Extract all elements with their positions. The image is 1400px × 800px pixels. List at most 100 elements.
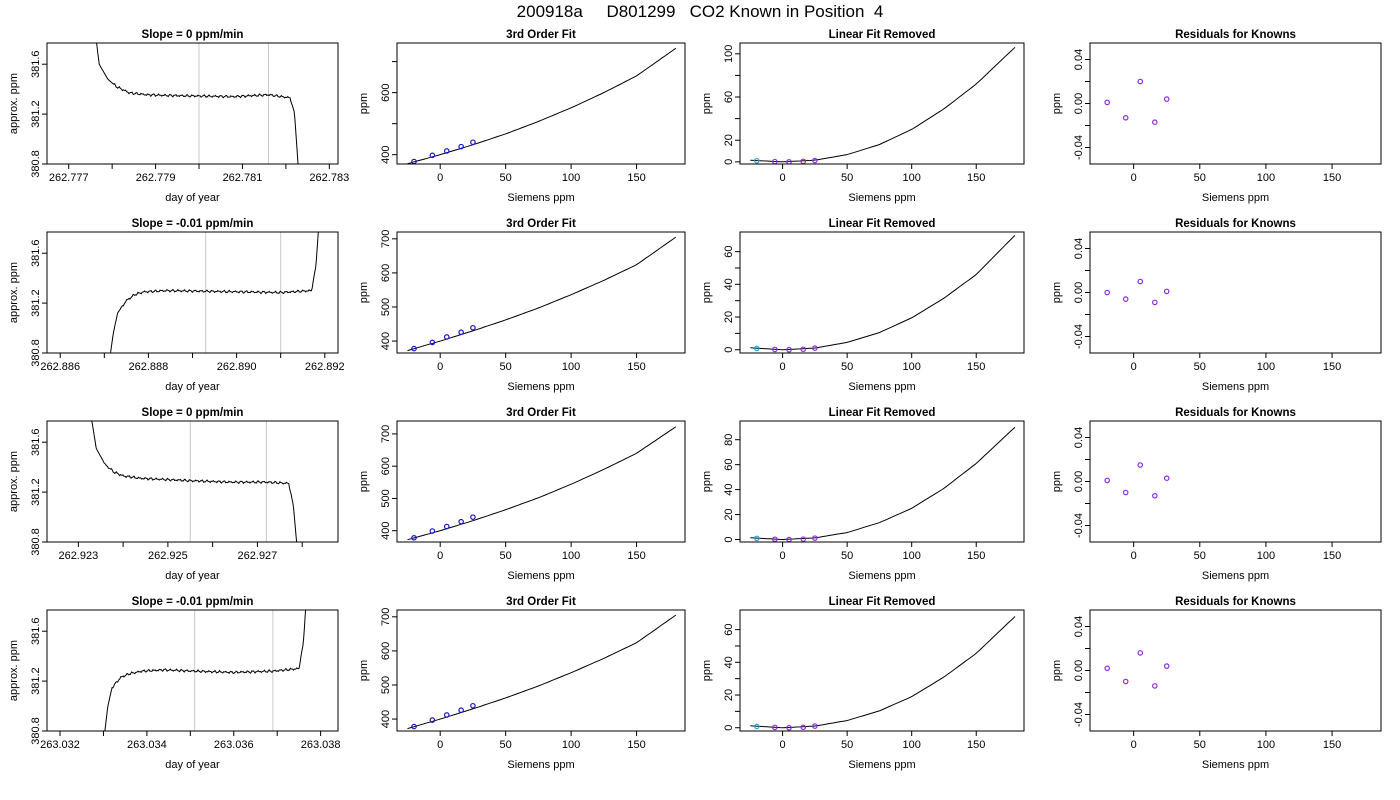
y-tick-label: 40 xyxy=(723,483,735,495)
fit-curve xyxy=(750,46,1016,163)
x-tick-label: 100 xyxy=(562,739,580,751)
panel-title: Slope = -0.01 ppm/min xyxy=(132,218,254,230)
panel-r3-fit: 3rd Order Fit 0 50 100 150 Siemens ppm 400 500 6… xyxy=(358,407,686,582)
plot-area xyxy=(104,610,307,731)
panel-r2-resid: Residuals for Knowns 0 50 100 150 Siemens ppm… xyxy=(1051,218,1382,393)
x-tick-label: 150 xyxy=(627,361,645,373)
panel-r1-linear: Linear Fit Removed 0 50 100 150 Siemens ppm 0 2… xyxy=(701,29,1025,204)
x-tick-label: 50 xyxy=(841,550,853,562)
x-axis-label: Siemens ppm xyxy=(507,570,574,582)
data-point xyxy=(1104,99,1110,106)
data-point xyxy=(753,535,760,542)
y-axis-label: ppm xyxy=(701,93,713,114)
y-axis-label: ppm xyxy=(358,471,370,492)
data-point xyxy=(411,535,417,541)
y-axis-label: ppm xyxy=(1051,471,1063,492)
panel-title: Linear Fit Removed xyxy=(829,218,936,230)
panel-title: Linear Fit Removed xyxy=(829,407,936,419)
trace-line xyxy=(96,43,299,164)
plot-area xyxy=(407,236,677,352)
x-tick-label: 100 xyxy=(1257,739,1275,751)
panel-r4-trace: Slope = -0.01 ppm/min 263.032 263.034 263.0… xyxy=(8,596,341,771)
plot-frame xyxy=(396,42,686,165)
data-point xyxy=(470,324,476,331)
x-tick-label: 262.779 xyxy=(136,172,176,184)
y-tick-label: 600 xyxy=(380,264,392,282)
plot-area xyxy=(96,43,299,164)
data-point xyxy=(1163,288,1170,295)
data-point xyxy=(1163,663,1170,669)
panel-r2-trace: Slope = -0.01 ppm/min 262.886 262.888 262.8… xyxy=(8,218,345,393)
plot-area xyxy=(1104,278,1170,306)
plot-frame xyxy=(396,420,686,543)
y-tick-label: 700 xyxy=(380,230,392,248)
data-point xyxy=(1137,278,1144,285)
plot-frame xyxy=(1089,42,1382,165)
y-tick-label: 0.04 xyxy=(1073,427,1085,448)
y-axis-label: approx. ppm xyxy=(8,451,20,512)
y-tick-label: -0.04 xyxy=(1073,324,1085,349)
panel-title: Residuals for Knowns xyxy=(1175,218,1296,230)
x-tick-label: 50 xyxy=(1194,361,1206,373)
fit-curve xyxy=(407,614,677,730)
x-tick-label: 263.034 xyxy=(127,739,167,751)
panel-r3-linear: Linear Fit Removed 0 50 100 150 Siemens ppm 0 2… xyxy=(701,407,1025,582)
panel-title: 3rd Order Fit xyxy=(506,596,576,608)
y-tick-label: 400 xyxy=(380,332,392,350)
panel-title: Slope = 0 ppm/min xyxy=(142,29,244,41)
plot-frame xyxy=(739,42,1025,165)
x-tick-label: 0 xyxy=(780,550,786,562)
x-tick-label: 0 xyxy=(1131,739,1137,751)
y-tick-label: 381.6 xyxy=(30,617,42,645)
x-axis-label: day of year xyxy=(165,570,220,582)
panel-r2-linear: Linear Fit Removed 0 50 100 150 Siemens ppm 0 2… xyxy=(701,218,1025,393)
data-point xyxy=(443,712,450,718)
plot-frame xyxy=(1089,420,1382,543)
y-axis-label: ppm xyxy=(358,93,370,114)
plot-area xyxy=(407,47,677,164)
data-point xyxy=(753,345,760,352)
data-point xyxy=(1152,119,1158,126)
data-point xyxy=(812,535,818,541)
y-tick-label: 0.04 xyxy=(1073,238,1085,259)
y-axis-label: ppm xyxy=(1051,282,1063,303)
x-tick-label: 100 xyxy=(1257,361,1275,373)
data-point xyxy=(812,723,818,729)
data-point xyxy=(470,702,476,709)
y-tick-label: 40 xyxy=(723,656,735,668)
y-tick-label: 500 xyxy=(380,676,392,694)
trace-line xyxy=(91,421,298,542)
plot-frame xyxy=(739,420,1025,543)
x-tick-label: 262.923 xyxy=(58,550,98,562)
data-point xyxy=(1104,477,1110,484)
data-point xyxy=(458,329,464,336)
y-axis-label: ppm xyxy=(1051,660,1063,681)
y-tick-label: 381.2 xyxy=(30,100,42,128)
x-tick-label: 0 xyxy=(780,361,786,373)
plot-frame xyxy=(396,231,686,354)
plot-area xyxy=(407,426,677,541)
x-tick-label: 50 xyxy=(500,172,512,184)
plot-area xyxy=(750,426,1016,542)
x-tick-label: 50 xyxy=(841,172,853,184)
panel-r4-fit: 3rd Order Fit 0 50 100 150 Siemens ppm 400 500 6… xyxy=(358,596,686,771)
x-tick-label: 150 xyxy=(1323,739,1341,751)
x-tick-label: 100 xyxy=(1257,172,1275,184)
trace-line xyxy=(110,232,319,353)
x-tick-label: 150 xyxy=(627,739,645,751)
x-tick-label: 0 xyxy=(780,739,786,751)
data-point xyxy=(812,345,818,351)
data-point xyxy=(1122,489,1129,496)
data-point xyxy=(800,724,807,731)
y-tick-label: 60 xyxy=(723,623,735,635)
x-tick-label: 262.888 xyxy=(129,361,169,373)
fit-curve xyxy=(407,426,677,541)
panel-title: 3rd Order Fit xyxy=(506,218,576,230)
y-tick-label: 381.6 xyxy=(30,239,42,267)
fit-curve xyxy=(407,236,677,352)
plot-frame xyxy=(46,42,339,165)
panel-title: Linear Fit Removed xyxy=(829,596,936,608)
panel-r4-resid: Residuals for Knowns 0 50 100 150 Siemens ppm… xyxy=(1051,596,1382,771)
panel-title: Slope = 0 ppm/min xyxy=(142,407,244,419)
y-tick-label: 0.00 xyxy=(1073,93,1085,114)
